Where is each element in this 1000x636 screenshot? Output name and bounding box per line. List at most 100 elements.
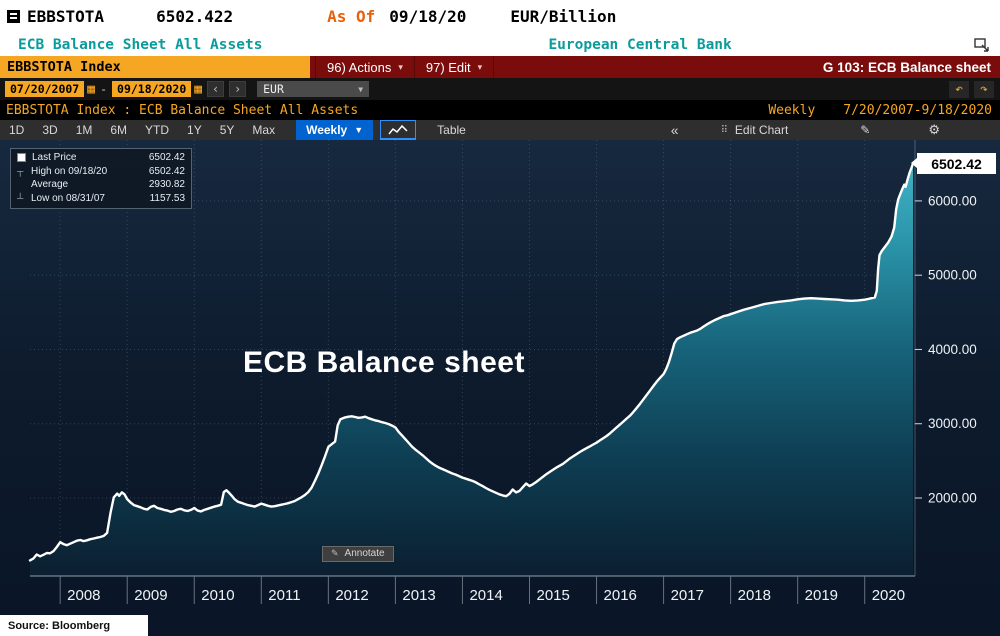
svg-text:2011: 2011 [268,587,300,604]
security-input[interactable]: EBBSTOTA Index [0,56,310,78]
periodicity-label: Weekly [768,102,816,118]
legend-value: 1157.53 [149,192,185,204]
ticker-symbol: EBBSTOTA [27,7,105,26]
grip-icon: ⠿ [720,124,728,136]
screen-export-icon[interactable] [974,37,990,52]
svg-text:2010: 2010 [201,587,234,604]
legend-value: 6502.42 [148,152,185,164]
quote-header: EBBSTOTA 6502.422 As Of 09/18/20 EUR/Bil… [0,0,1000,33]
legend-label: Last Price [32,152,77,164]
as-of-label: As Of [327,7,376,26]
chart-security-subtitle: EBBSTOTA Index : ECB Balance Sheet All A… [6,102,359,118]
as-of-date: 09/18/20 [389,7,467,26]
date-range-bar: 07/20/2007 ▦ - 09/18/2020 ▦ ‹ › EUR ▼ ↶ … [0,78,1000,100]
legend-row-high: ┬ High on 09/18/20 6502.42 [17,165,185,179]
svg-text:2019: 2019 [805,587,838,604]
legend-label: High on 09/18/20 [31,165,108,177]
edit-chart-button[interactable]: ⠿ Edit Chart [721,123,789,137]
issuer-name: European Central Bank [548,36,732,53]
edit-menu-label: 97) Edit [425,59,471,75]
actions-menu[interactable]: 96) Actions ▾ [315,56,415,78]
redo-icon[interactable]: ↷ [974,80,994,98]
range-separator: - [100,82,108,96]
unit-label: EUR/Billion [510,7,617,26]
caret-down-icon: ▼ [358,84,364,94]
tab-6m[interactable]: 6M [110,123,128,137]
chart-subtitle-bar: EBBSTOTA Index : ECB Balance Sheet All A… [0,100,1000,120]
chart-toolbar: 1D 3D 1M 6M YTD 1Y 5Y Max Weekly ▼ Table… [0,120,1000,140]
collapse-panel-icon[interactable]: « [670,122,679,138]
svg-text:2016: 2016 [604,587,637,604]
tab-table[interactable]: Table [437,123,466,137]
period-dropdown-value: Weekly [306,123,348,137]
last-value: 6502.422 [156,7,234,26]
chart-annotation-title: ECB Balance sheet [243,346,525,379]
security-description-row: ECB Balance Sheet All Assets European Ce… [0,33,1000,56]
calendar-icon[interactable]: ▦ [194,81,203,97]
edit-menu[interactable]: 97) Edit ▾ [415,56,495,78]
pencil-icon[interactable]: ✎ [860,123,871,137]
svg-text:2008: 2008 [67,587,100,604]
gear-icon[interactable]: ⚙ [928,122,940,137]
tab-1m[interactable]: 1M [75,123,93,137]
last-price-tag: 6502.42 [911,153,996,174]
legend-row-average: Average 2930.82 [17,178,185,192]
edit-chart-label: Edit Chart [734,123,789,137]
low-marker-icon: ┴ [17,193,24,204]
high-marker-icon: ┬ [17,166,24,177]
svg-text:2009: 2009 [134,587,167,604]
legend-value: 6502.42 [148,165,185,177]
currency-select[interactable]: EUR ▼ [257,81,370,97]
annotate-pencil-icon: ✎ [331,548,339,558]
svg-text:2017: 2017 [671,587,704,604]
svg-text:2014: 2014 [469,587,502,604]
caret-down-icon: ▼ [354,125,364,135]
tab-5y[interactable]: 5Y [219,123,235,137]
period-dropdown[interactable]: Weekly ▼ [296,120,374,140]
annotate-button[interactable]: ✎ Annotate [322,546,394,562]
tab-1y[interactable]: 1Y [187,123,202,137]
tab-3d[interactable]: 3D [42,123,58,137]
end-date-input[interactable]: 09/18/2020 [112,81,192,97]
svg-text:2000.00: 2000.00 [928,491,977,506]
legend-label: Low on 08/31/07 [31,192,105,204]
screen-function-title: G 103: ECB Balance sheet [822,59,991,75]
price-chart[interactable]: 2000.00 3000.00 4000.00 5000.00 6000.00 2008 2… [0,140,1000,615]
line-chart-icon[interactable] [380,120,417,140]
svg-text:3000.00: 3000.00 [928,416,977,431]
undo-icon[interactable]: ↶ [949,80,969,98]
source-credit: Source: Bloomberg [0,615,148,636]
caret-down-icon: ▾ [477,61,483,72]
chart-area: 2000.00 3000.00 4000.00 5000.00 6000.00 2008 2… [0,140,1000,615]
start-date-input[interactable]: 07/20/2007 [5,81,85,97]
step-back-button[interactable]: ‹ [207,81,225,97]
chart-legend: Last Price 6502.42 ┬ High on 09/18/20 65… [10,148,192,209]
step-forward-button[interactable]: › [229,81,247,97]
actions-menu-label: 96) Actions [327,59,392,75]
history-buttons: ↶ ↷ [949,80,994,98]
series-marker-icon[interactable] [17,153,26,163]
svg-text:5000.00: 5000.00 [928,268,977,283]
legend-label: Average [31,179,69,191]
svg-text:6000.00: 6000.00 [928,193,977,208]
tab-1d[interactable]: 1D [9,123,25,137]
date-range-label: 7/20/2007-9/18/2020 [843,102,992,118]
toolbar-right-tools: « ⠿ Edit Chart ✎ ⚙ [671,122,1000,138]
command-bar: EBBSTOTA Index 96) Actions ▾ 97) Edit ▾ … [0,56,1000,78]
legend-row-low: ┴ Low on 08/31/07 1157.53 [17,192,185,206]
security-description: ECB Balance Sheet All Assets [18,36,263,53]
annotate-label: Annotate [344,548,385,559]
footer: Source: Bloomberg [0,615,1000,636]
security-icon [7,10,20,23]
caret-down-icon: ▾ [398,61,403,72]
tab-max[interactable]: Max [252,123,276,137]
svg-text:2015: 2015 [536,587,569,604]
svg-text:2012: 2012 [335,587,368,604]
svg-text:2018: 2018 [738,587,771,604]
calendar-icon[interactable]: ▦ [87,81,96,97]
svg-text:2020: 2020 [872,587,905,604]
legend-value: 2930.82 [148,179,185,191]
svg-text:4000.00: 4000.00 [928,342,977,357]
tab-ytd[interactable]: YTD [145,123,170,137]
